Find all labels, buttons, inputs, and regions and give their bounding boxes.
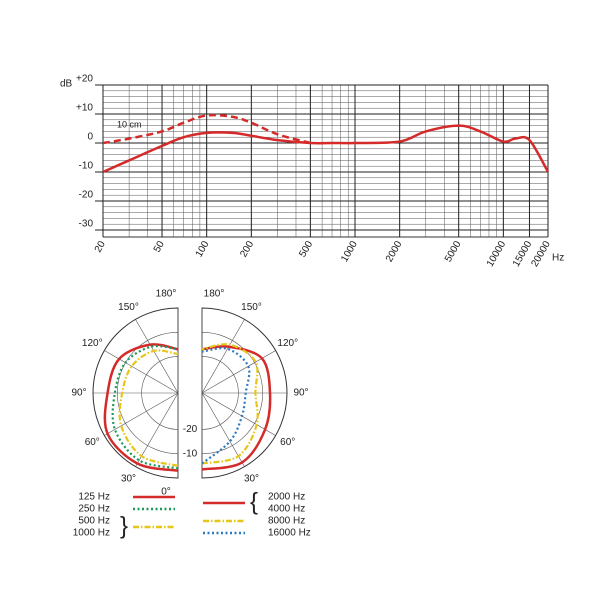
polar-curve (201, 347, 251, 465)
outer-ring (201, 307, 288, 479)
radial-tick-label: -10 (183, 448, 198, 459)
spoke (135, 319, 179, 394)
legend-label: 4000 Hz (268, 504, 305, 515)
spoke (201, 350, 276, 394)
legend-brace: } (120, 512, 128, 539)
legend-label: 2000 Hz (268, 492, 305, 503)
x-tick-label: 50 (152, 239, 167, 255)
angle-label: 60° (85, 437, 100, 448)
legend-label: 125 Hz (78, 492, 110, 503)
x-tick-label: 20000 (529, 239, 553, 269)
angle-label: 150° (118, 302, 139, 313)
legend-brace: { (250, 488, 258, 515)
x-tick-label: 500 (297, 239, 315, 259)
radial-tick-label: -20 (183, 424, 198, 435)
legend-label: 1000 Hz (73, 528, 110, 539)
outer-ring (92, 307, 179, 479)
angle-label: 120° (277, 338, 298, 349)
response-line (102, 124, 550, 174)
series-annotation: 10 cm (117, 119, 142, 129)
response-line (102, 113, 311, 145)
spoke (201, 392, 245, 467)
x-tick-label: 20 (93, 239, 108, 255)
x-tick-label: 10000 (485, 239, 509, 269)
angle-label: 180° (204, 289, 225, 300)
legend-label: 250 Hz (78, 504, 110, 515)
y-tick-label: -10 (79, 161, 94, 172)
legend-label: 16000 Hz (268, 528, 311, 539)
angle-label: 150° (241, 302, 262, 313)
polar-curve (201, 345, 272, 471)
spoke (135, 392, 179, 467)
x-axis-label: Hz (552, 253, 564, 264)
angle-label: 120° (82, 338, 103, 349)
polar-curve (201, 343, 259, 465)
x-tick-label: 2000 (384, 239, 405, 264)
polar-curve (103, 343, 179, 472)
x-tick-label: 5000 (443, 239, 464, 264)
angle-label: 90° (71, 388, 86, 399)
angle-label: 0° (161, 487, 171, 498)
polar-curve (118, 349, 179, 467)
spoke (104, 350, 179, 394)
ring (141, 356, 179, 430)
spoke (201, 319, 245, 394)
angle-label: 30° (244, 473, 259, 484)
y-tick-label: -30 (79, 219, 94, 230)
angle-label: 30° (121, 473, 136, 484)
y-axis-label: dB (60, 79, 73, 90)
angle-label: 180° (156, 289, 177, 300)
x-tick-label: 100 (194, 239, 212, 259)
spoke (104, 392, 179, 436)
y-tick-label: +20 (76, 74, 93, 85)
ring (201, 356, 239, 430)
x-tick-label: 1000 (339, 239, 360, 264)
legend-label: 8000 Hz (268, 516, 305, 527)
angle-label: 90° (293, 388, 308, 399)
spoke (201, 392, 276, 436)
y-tick-label: +10 (76, 103, 93, 114)
legend-label: 500 Hz (78, 516, 110, 527)
y-tick-label: -20 (79, 190, 94, 201)
angle-label: 60° (280, 437, 295, 448)
y-tick-label: 0 (87, 132, 93, 143)
x-tick-label: 200 (238, 239, 256, 259)
